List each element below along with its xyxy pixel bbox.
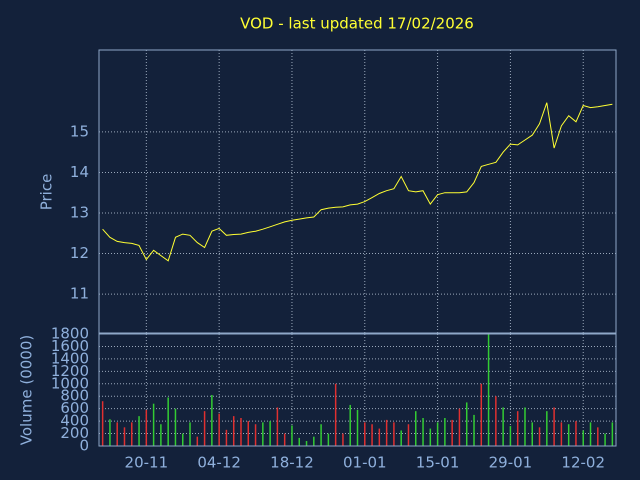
- y-tick-label: 12: [70, 244, 89, 262]
- y-axis-label: Volume (0000): [18, 335, 36, 445]
- y-axis-label: Price: [38, 174, 56, 211]
- y-tick-label: 1600: [51, 337, 89, 355]
- y-tick-label: 1000: [51, 374, 89, 392]
- x-tick-label: 18-12: [270, 454, 314, 472]
- plot-frame: [98, 49, 617, 334]
- y-tick-label: 15: [70, 122, 89, 140]
- x-tick-label: 12-02: [561, 454, 605, 472]
- y-tick-label: 600: [60, 399, 89, 417]
- x-tick-label: 29-01: [489, 454, 533, 472]
- y-tick-label: 1800: [51, 325, 89, 343]
- y-tick-label: 13: [70, 203, 89, 221]
- x-tick-label: 04-12: [197, 454, 241, 472]
- y-tick-label: 400: [60, 412, 89, 430]
- y-tick-label: 1400: [51, 349, 89, 367]
- y-tick-label: 800: [60, 387, 89, 405]
- x-tick-label: 01-01: [343, 454, 387, 472]
- x-tick-label: 15-01: [416, 454, 460, 472]
- y-tick-label: 200: [60, 424, 89, 442]
- y-tick-label: 0: [79, 437, 89, 455]
- y-tick-label: 11: [70, 285, 89, 303]
- x-tick-label: 20-11: [125, 454, 169, 472]
- price-line: [102, 102, 613, 262]
- chart-title: VOD - last updated 17/02/2026: [240, 15, 474, 33]
- y-tick-label: 14: [70, 163, 89, 181]
- plot-frame: [98, 333, 617, 447]
- y-tick-label: 1200: [51, 362, 89, 380]
